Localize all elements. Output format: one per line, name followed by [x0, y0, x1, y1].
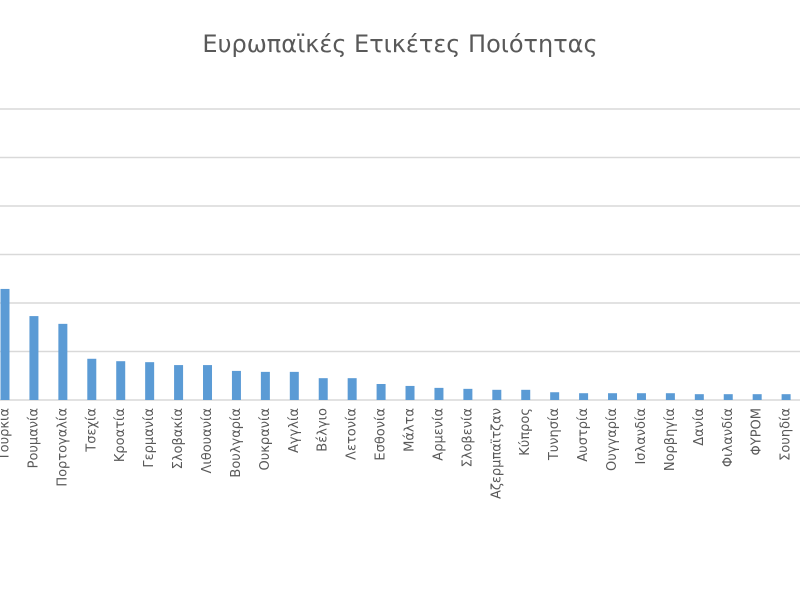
x-tick-label: Αγγλία — [287, 408, 302, 453]
x-tick-label: Τσεχία — [84, 408, 99, 453]
bar — [723, 394, 733, 400]
x-tick-label: Σουηδία — [779, 408, 794, 461]
bar — [492, 389, 502, 400]
bar — [376, 383, 386, 400]
x-tick-label: Κροατία — [113, 408, 128, 462]
bar — [260, 371, 270, 400]
bar — [145, 362, 155, 400]
x-tick-label: Νορβηγία — [663, 408, 678, 471]
x-tick-label: Λιθουανία — [200, 408, 215, 474]
x-tick-label: Αζερμπαϊτζαν — [489, 408, 504, 499]
chart-title: Ευρωπαϊκές Ετικέτες Ποιότητας — [202, 30, 597, 58]
x-tick-label: Ισλανδία — [634, 408, 649, 465]
x-tick-label: Ουγγαρία — [605, 408, 620, 471]
bar — [231, 370, 241, 400]
bar — [694, 394, 704, 400]
bar — [318, 378, 328, 400]
bar — [203, 365, 213, 400]
x-tick-label: Φιλανδία — [721, 408, 736, 467]
x-tick-label: Σλοβακία — [171, 408, 186, 469]
bar — [665, 393, 675, 400]
bar — [405, 385, 415, 400]
x-tick-label: Σλοβενία — [460, 408, 475, 467]
x-tick-label: Πορτογαλία — [55, 408, 70, 487]
bar — [550, 392, 560, 400]
x-tick-label: Λετονία — [345, 408, 360, 460]
x-tick-label: Τυνησία — [547, 408, 562, 461]
bar — [434, 387, 444, 400]
x-tick-label: Βέλγιο — [316, 408, 331, 452]
bar — [0, 288, 10, 400]
bar — [174, 365, 184, 400]
x-tick-label: Αυστρία — [576, 408, 591, 462]
x-tick-label: Ρουμανία — [26, 408, 41, 468]
bar — [608, 393, 618, 400]
bar — [87, 358, 97, 400]
bar — [752, 394, 762, 400]
bar — [58, 323, 68, 400]
bar — [579, 393, 589, 400]
x-tick-label: Αρμενία — [431, 408, 446, 461]
bar — [289, 371, 299, 400]
bar — [636, 393, 646, 400]
x-tick-label: Μάλτα — [403, 408, 418, 452]
x-tick-label: Δανία — [692, 408, 707, 446]
bar — [463, 388, 473, 400]
bar — [347, 378, 357, 400]
x-tick-label: Βουλγαρία — [229, 408, 244, 478]
bar — [521, 389, 531, 400]
x-tick-label: Κύπρος — [518, 408, 533, 456]
bar — [781, 394, 791, 400]
x-tick-label: Τουρκία — [0, 408, 13, 461]
x-tick-label: ΦΥΡΟΜ — [750, 408, 765, 455]
x-tick-label: Εσθονία — [374, 408, 389, 461]
x-tick-label: Γερμανία — [142, 408, 157, 468]
bar — [29, 316, 39, 400]
bar — [116, 361, 126, 400]
x-tick-label: Ουκρανία — [258, 408, 273, 470]
